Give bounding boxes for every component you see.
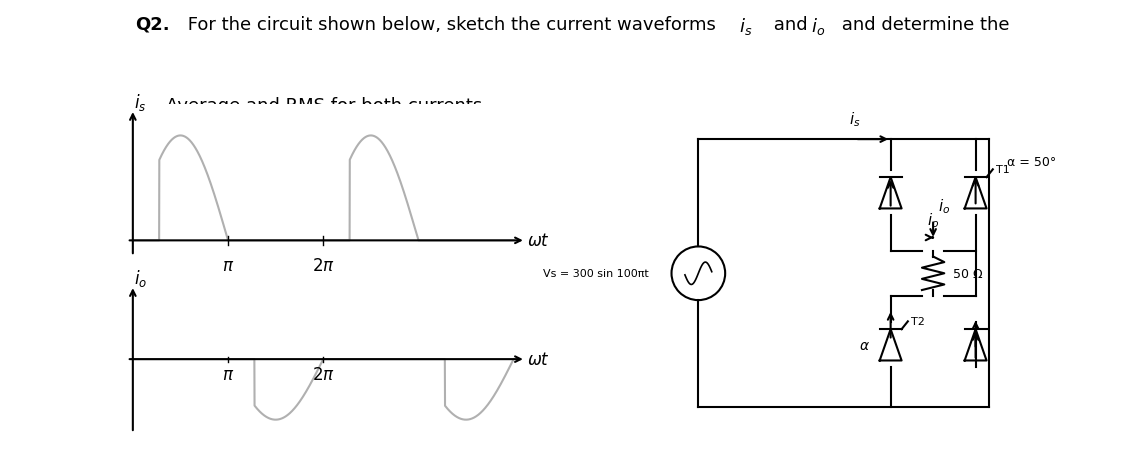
Text: Average and RMS for both currents.: Average and RMS for both currents. [166,96,488,114]
Text: α: α [860,338,868,352]
Text: $2\pi$: $2\pi$ [312,257,334,275]
Text: and determine the: and determine the [836,16,1009,34]
Text: $\pi$: $\pi$ [222,257,234,275]
Text: T2: T2 [911,317,925,327]
Text: For the circuit shown below, sketch the current waveforms: For the circuit shown below, sketch the … [182,16,722,34]
Text: Q2.: Q2. [135,16,170,34]
Text: $\pi$: $\pi$ [222,366,234,383]
Text: $\omega t$: $\omega t$ [528,232,550,250]
Text: $i_o$: $i_o$ [134,267,147,288]
Text: $i_o$: $i_o$ [811,16,826,37]
Text: $i_s$: $i_s$ [739,16,753,37]
Text: $i_s$: $i_s$ [134,92,146,113]
Text: $\omega t$: $\omega t$ [528,350,550,368]
Text: $i_o$: $i_o$ [937,197,950,216]
Text: 50 Ω: 50 Ω [953,267,983,280]
Text: $i_o$: $i_o$ [927,210,939,229]
Text: $i_s$: $i_s$ [849,110,861,129]
Text: and: and [768,16,813,34]
Text: $2\pi$: $2\pi$ [312,366,334,383]
Text: Vs = 300 sin 100πt: Vs = 300 sin 100πt [543,269,649,278]
Text: T1: T1 [996,165,1010,175]
Text: α = 50°: α = 50° [1007,156,1056,169]
